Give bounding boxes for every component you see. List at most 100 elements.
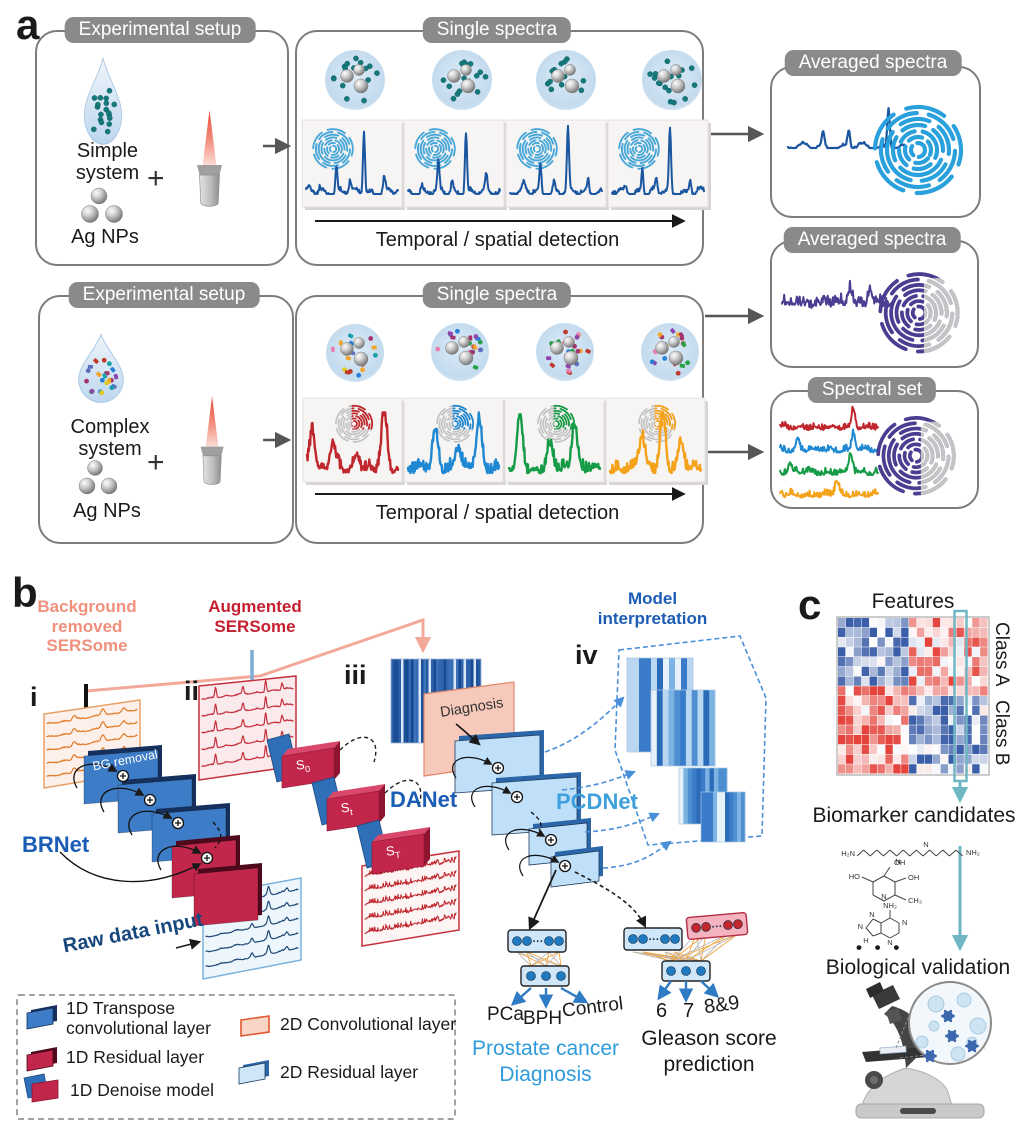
panel-b-label: b (12, 569, 38, 616)
row2-avg-title: Averaged spectra (783, 227, 961, 253)
row1-plus: + (147, 162, 165, 195)
saliency-map (700, 791, 746, 843)
nn-node-layer: ··· (623, 927, 683, 951)
svg-text:N: N (902, 918, 907, 927)
svg-text:HO: HO (849, 872, 860, 881)
row2-plus: + (147, 446, 165, 479)
legend-transpose-label: 1D Transpose convolutional layer (66, 998, 211, 1038)
class-control-label: Control (560, 993, 625, 1022)
saliency-map (626, 657, 694, 753)
legend-conv2d-label: 2D Convolutional layer (280, 1014, 457, 1034)
row1-setup-title: Experimental setup (64, 17, 256, 43)
class-pca-label: PCa (487, 1004, 524, 1025)
legend-residual1d-icon (26, 1047, 57, 1072)
panel-a-label: a (16, 1, 40, 48)
svg-text:N: N (881, 892, 886, 901)
svg-text:H₂N: H₂N (841, 849, 855, 858)
augmented-sersome-label: Augmented SERSome (208, 597, 302, 636)
residual-add-icon (558, 859, 572, 873)
network-layer (171, 835, 240, 899)
legend-residual2d-icon (238, 1060, 269, 1085)
legend-residual2d-label: 2D Residual layer (280, 1062, 419, 1082)
row2-sample-label: Complex system (70, 416, 150, 460)
raw-data-input-label: Raw data input (61, 908, 205, 958)
gleason-6-label: 6 (656, 1000, 668, 1022)
row1-avg-title: Averaged spectra (784, 50, 962, 76)
bg-removal-layer-label: BG removal (91, 747, 159, 774)
legend-conv2d-icon (240, 1015, 270, 1037)
legend-denoise-label: 1D Denoise model (70, 1080, 214, 1100)
features-label: Features (871, 590, 955, 613)
row1-single-title: Single spectra (422, 17, 572, 43)
prostate-cancer-diagnosis-label: Prostate cancer Diagnosis (471, 1037, 620, 1087)
residual-add-icon (510, 790, 524, 804)
row2-agnps-label: Ag NPs (73, 500, 141, 522)
st-block-label: St (339, 799, 354, 818)
feature-column-highlight (953, 609, 968, 783)
legend-denoise-icon (23, 1073, 59, 1103)
row2-single-title: Single spectra (422, 282, 572, 308)
row2-axis-label: Temporal / spatial detection (375, 502, 620, 524)
row2-setup-title: Experimental setup (68, 282, 260, 308)
residual-add-icon (116, 769, 130, 783)
svg-text:N: N (895, 857, 900, 866)
s0-block-label: S0 (294, 756, 311, 775)
svg-text:N: N (923, 840, 928, 849)
molecule-ellipsis: • • • (856, 938, 904, 957)
biomarker-candidates-label: Biomarker candidates (812, 804, 1016, 827)
biological-validation-label: Biological validation (825, 956, 1011, 979)
gleason-89-label: 8&9 (702, 991, 741, 1019)
residual-add-icon (171, 816, 185, 830)
danet-label: DANet (390, 787, 458, 812)
nn-node-layer: ··· (507, 929, 567, 953)
features-heatmap (836, 616, 990, 776)
svg-text:NH₂: NH₂ (883, 901, 897, 910)
raw-data-spectra-panel (202, 877, 302, 980)
bg-removed-spectra-panel (43, 699, 141, 789)
brnet-label: BRNet (22, 832, 90, 857)
model-interpretation-label: Model interpretation (597, 589, 708, 629)
network-layer (193, 863, 262, 927)
noisy-spectra-panel (361, 850, 460, 947)
network-layer (454, 730, 544, 794)
gleason-7-label: 7 (683, 1000, 695, 1022)
sT-block-label: ST (384, 842, 402, 861)
nn-node-layer (520, 965, 570, 987)
row2-averaged-spectra-box (770, 240, 979, 368)
network-layer (117, 774, 196, 834)
step-iii-label: iii (344, 660, 367, 690)
network-layer (550, 846, 603, 888)
residual-add-icon (544, 833, 558, 847)
panel-c-label: c (798, 581, 822, 628)
row1-axis-label: Temporal / spatial detection (375, 229, 620, 251)
microscope-icon (855, 981, 992, 1119)
class-bph-label: BPH (523, 1008, 563, 1029)
class-b-label: Class B (991, 700, 1012, 766)
saliency-map (650, 689, 716, 767)
pcdnet-label: PCDNet (556, 789, 638, 814)
bg-removed-sersome-label: Background removed SERSome (37, 597, 137, 656)
residual-add-icon (143, 793, 157, 807)
svg-text:CH₃: CH₃ (908, 896, 922, 905)
augmented-spectra-panel (198, 675, 297, 781)
gleason-score-prediction-label: Gleason score prediction (641, 1027, 777, 1077)
row1-averaged-spectra-box (770, 66, 981, 218)
network-layer (151, 803, 230, 863)
svg-text:OH: OH (894, 858, 905, 867)
network-layer (528, 818, 591, 866)
residual-add-icon (200, 851, 214, 865)
nn-node-layer-red: ··· (685, 911, 749, 941)
legend-transpose-icon (26, 1005, 57, 1030)
spectral-set-title: Spectral set (807, 377, 937, 403)
residual-add-icon (491, 761, 505, 775)
step-ii-label: ii (184, 676, 200, 706)
row1-sample-label: Simple system (75, 140, 140, 184)
svg-text:N: N (869, 910, 874, 919)
legend-residual1d-label: 1D Residual layer (66, 1047, 205, 1067)
row1-agnps-label: Ag NPs (71, 226, 139, 248)
legend-box (16, 994, 456, 1120)
svg-text:···: ··· (711, 921, 723, 934)
spectral-set-box (770, 390, 979, 509)
